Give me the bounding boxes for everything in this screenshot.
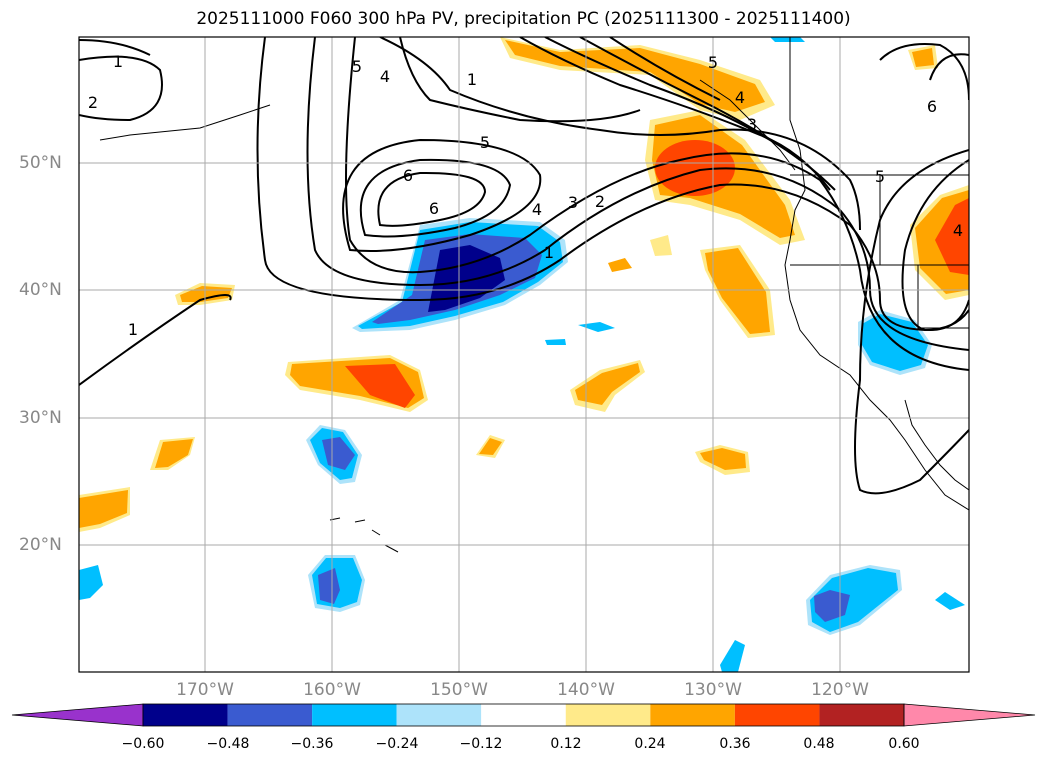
colorbar-tick-label: −0.36 — [290, 736, 334, 752]
contour-label: 3 — [568, 193, 578, 212]
colorbar-segment — [312, 704, 397, 726]
precip-negative-areas — [79, 37, 965, 672]
colorbar-tick-label: −0.60 — [121, 736, 165, 752]
lat-label: 20°N — [19, 535, 62, 555]
map-title: 2025111000 F060 300 hPa PV, precipitatio… — [196, 9, 851, 29]
colorbar-tick-label: 0.24 — [634, 736, 666, 752]
pv-contours — [79, 37, 969, 495]
colorbar-tick-label: −0.12 — [459, 736, 503, 752]
colorbar-segments — [11, 703, 1036, 727]
colorbar-tick-label: 0.12 — [550, 736, 582, 752]
map-frame — [78, 36, 970, 673]
colorbar-tick-label: 0.48 — [803, 736, 835, 752]
colorbar-extend-low — [11, 703, 144, 727]
map-panel: 1 2 5 4 1 5 6 4 3 2 1 1 5 4 3 6 4 5 6 — [78, 36, 970, 673]
colorbar-outline — [142, 703, 905, 727]
contour-label: 4 — [735, 88, 745, 107]
lon-label: 130°W — [684, 680, 742, 700]
contour-label: 1 — [128, 320, 138, 339]
colorbar-segment — [143, 704, 228, 726]
lon-label: 140°W — [557, 680, 615, 700]
contour-label: 5 — [875, 167, 885, 186]
contour-label: 2 — [595, 192, 605, 211]
lon-label: 170°W — [176, 680, 234, 700]
graticule — [79, 37, 969, 672]
contour-label: 4 — [532, 200, 542, 219]
lat-label: 30°N — [19, 408, 62, 428]
contour-label: 1 — [113, 52, 123, 71]
coastlines — [99, 37, 969, 553]
contour-label: 6 — [403, 166, 413, 185]
colorbar-segment — [650, 704, 735, 726]
contour-label: 1 — [467, 70, 477, 89]
colorbar-tick-label: 0.36 — [719, 736, 751, 752]
contour-label: 2 — [88, 93, 98, 112]
lon-label: 160°W — [303, 680, 361, 700]
contour-label: 6 — [429, 199, 439, 218]
colorbar-segment — [396, 704, 482, 726]
colorbar-segment — [819, 704, 904, 726]
contour-label: 5 — [352, 57, 362, 76]
colorbar-tick-label: −0.24 — [375, 736, 419, 752]
contour-label: 6 — [927, 97, 937, 116]
contour-label: 4 — [953, 221, 963, 240]
colorbar-segment — [565, 704, 651, 726]
contour-label: 5 — [708, 53, 718, 72]
colorbar-tick-label: 0.60 — [888, 736, 920, 752]
lat-label: 50°N — [19, 153, 62, 173]
map-background — [79, 37, 969, 672]
colorbar-extend-high — [903, 703, 1036, 727]
precip-positive-areas — [79, 37, 969, 532]
colorbar-segment — [227, 704, 313, 726]
contour-label: 5 — [480, 133, 490, 152]
lon-label: 150°W — [430, 680, 488, 700]
contour-label: 3 — [747, 115, 757, 134]
colorbar-segment — [481, 704, 566, 726]
contour-labels: 1 2 5 4 1 5 6 4 3 2 1 1 5 4 3 6 4 5 6 — [88, 52, 963, 339]
lon-label: 120°W — [811, 680, 869, 700]
colorbar-tick-label: −0.48 — [206, 736, 250, 752]
contour-label: 4 — [380, 67, 390, 86]
contour-label: 1 — [544, 243, 554, 262]
lat-label: 40°N — [19, 280, 62, 300]
colorbar-segment — [734, 704, 820, 726]
